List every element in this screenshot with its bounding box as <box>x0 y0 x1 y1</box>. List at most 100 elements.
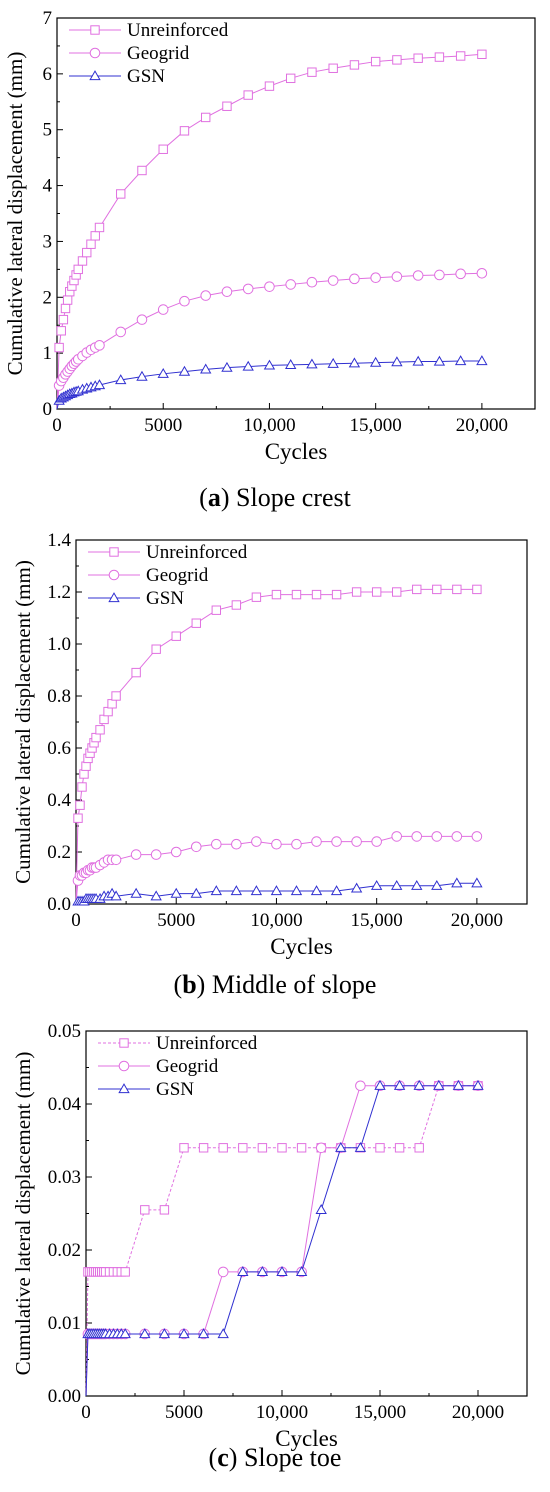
data-point-square <box>56 326 66 336</box>
data-point-triangle <box>413 1079 425 1090</box>
data-point-circle <box>371 836 382 847</box>
data-point-square <box>62 295 73 305</box>
y-tick-label: 0.05 <box>48 1021 81 1042</box>
caption-c: (c) Slope toe <box>208 1443 342 1472</box>
data-point-triangle <box>330 885 343 896</box>
caption-b: (b) Middle of slope <box>173 970 377 999</box>
data-point-square <box>271 589 282 600</box>
data-point-square <box>94 222 105 233</box>
caption-letter: b <box>182 970 197 999</box>
y-tick-label: 1 <box>43 343 53 364</box>
data-point-triangle <box>393 1079 406 1090</box>
data-point-square <box>412 584 422 595</box>
data-point-square <box>77 256 88 266</box>
legend-marker-triangle <box>108 592 120 603</box>
data-point-square <box>331 589 342 600</box>
data-point-square <box>285 73 296 84</box>
data-point-square <box>311 589 322 600</box>
data-point-square <box>231 600 242 610</box>
data-point-square <box>413 53 423 63</box>
data-point-triangle <box>310 885 323 896</box>
data-point-triangle <box>284 359 297 369</box>
legend-label: GSN <box>146 588 184 609</box>
y-tick-label: 0.02 <box>48 1240 81 1261</box>
data-point-square <box>120 1267 130 1277</box>
legend-label: Geogrid <box>156 1056 219 1077</box>
data-point-triangle <box>150 890 162 901</box>
data-point-circle <box>291 838 302 850</box>
legend-label: Unreinforced <box>146 542 248 563</box>
data-point-triangle <box>348 357 361 368</box>
x-tick-label: 15,000 <box>354 1402 406 1423</box>
data-point-square <box>264 81 275 91</box>
data-point-circle <box>431 831 443 842</box>
data-point-square <box>60 303 71 314</box>
caption-a: (a) Slope crest <box>199 483 351 512</box>
data-point-triangle <box>431 879 443 890</box>
data-point-circle <box>231 838 242 850</box>
data-point-square <box>107 699 117 709</box>
data-point-square <box>137 165 147 176</box>
series-unreinforced <box>73 584 482 905</box>
chart-svg: 0 5000 10,000 15,000 20,000 0.0 0.2 0.4 0.6 0.8 1.… <box>11 530 528 959</box>
y-tick-label: 1.2 <box>47 582 71 603</box>
series-gsn <box>53 355 488 410</box>
data-point-triangle <box>197 1328 210 1339</box>
y-tick-label: 0.03 <box>48 1167 81 1188</box>
data-point-square <box>414 1143 424 1153</box>
data-point-circle <box>391 831 403 842</box>
chart-panel-b: 0 5000 10,000 15,000 20,000 0.0 0.2 0.4 0.6 0.8 1.… <box>0 522 550 1012</box>
series-gsn <box>72 877 483 906</box>
x-tick-label: 5000 <box>144 415 182 436</box>
y-tick-label: 0.01 <box>48 1313 81 1334</box>
data-point-triangle <box>391 356 403 367</box>
data-point-triangle <box>217 1328 229 1339</box>
data-point-triangle <box>93 379 106 390</box>
series-unreinforced <box>83 1081 483 1397</box>
x-tick-label: 0 <box>52 415 62 436</box>
caption-text: Slope crest <box>236 483 351 512</box>
data-point-circle <box>471 831 483 842</box>
x-axis-label: Cycles <box>270 934 333 959</box>
data-point-square <box>328 63 338 73</box>
data-point-triangle <box>230 885 243 896</box>
y-tick-label: 0.2 <box>47 842 71 863</box>
data-point-square <box>73 264 83 275</box>
data-point-triangle <box>369 356 382 367</box>
legend-marker-circle <box>89 47 101 59</box>
data-point-circle <box>306 276 318 288</box>
data-point-square <box>371 587 382 597</box>
data-point-triangle <box>370 879 383 890</box>
x-tick-label: 5000 <box>165 1402 203 1423</box>
data-point-square <box>171 631 181 641</box>
data-point-circle <box>115 326 127 338</box>
data-point-circle <box>315 1142 327 1154</box>
data-point-circle <box>455 268 466 280</box>
x-tick-label: 15,000 <box>351 910 403 931</box>
data-point-triangle <box>139 1328 151 1339</box>
data-point-triangle <box>354 1141 367 1152</box>
data-point-circle <box>242 283 254 295</box>
series-geogrid <box>72 831 483 905</box>
data-point-triangle <box>295 1266 308 1277</box>
x-tick-label: 0 <box>81 1402 91 1423</box>
data-point-triangle <box>157 367 169 378</box>
data-point-circle <box>327 275 339 286</box>
x-tick-label: 10,000 <box>250 910 302 931</box>
data-point-triangle <box>327 357 339 368</box>
data-point-triangle <box>237 1266 249 1277</box>
data-point-square <box>116 189 126 199</box>
legend-marker-triangle <box>118 1083 130 1094</box>
legend-label: Unreinforced <box>156 1033 258 1054</box>
data-point-square <box>77 782 87 792</box>
chart-panel-a: 0 5000 10,000 15,000 20,000 0 1 2 3 4 5 6 7 Cycles Cum… <box>0 0 550 520</box>
data-point-triangle <box>374 1079 386 1090</box>
data-point-square <box>349 60 360 70</box>
y-axis-label: Cumulative lateral displacement (mm) <box>3 52 27 376</box>
data-point-circle <box>370 272 381 284</box>
data-point-circle <box>110 854 122 866</box>
data-point-triangle <box>452 1079 465 1090</box>
x-axis-label: Cycles <box>265 439 328 464</box>
